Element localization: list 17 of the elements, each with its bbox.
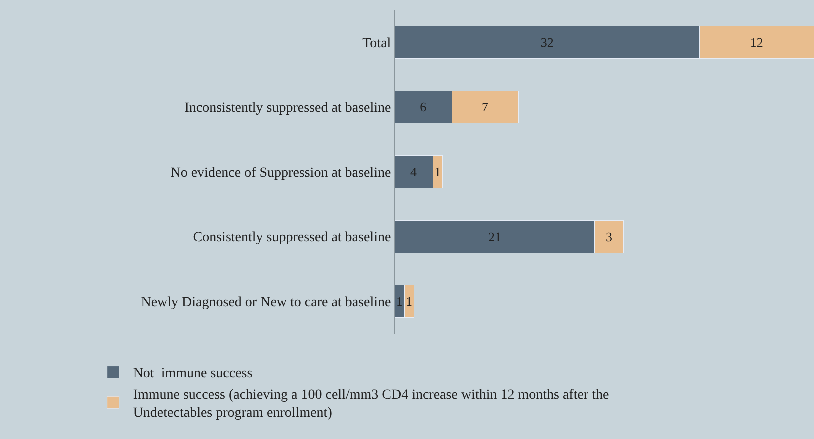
data-label: 32 <box>540 34 554 50</box>
data-label: 21 <box>488 229 502 244</box>
data-label: 1 <box>396 294 404 310</box>
data-label: 3 <box>606 229 613 244</box>
data-label: 7 <box>482 100 489 115</box>
y-tick-label: No evidence of Suppression at baseline <box>170 166 392 181</box>
data-label: 1 <box>406 294 413 310</box>
data-label: 1 <box>434 164 442 180</box>
data-label: 12 <box>750 34 764 50</box>
y-tick-label: Total <box>362 36 392 52</box>
data-label: 6 <box>420 100 428 115</box>
data-label: 4 <box>410 164 418 180</box>
legend-label: Not immune success <box>133 366 253 382</box>
legend-label: Immune success (achieving a 100 cell/mm3 CD4 increase within 12 months after the Undetectables program enrollment) <box>133 388 610 422</box>
y-tick-label: Consistently suppressed at baseline <box>193 230 392 246</box>
y-tick-label: Newly Diagnosed or New to care at baseline <box>141 296 392 310</box>
y-tick-label: Inconsistently suppressed at baseline <box>184 101 392 116</box>
